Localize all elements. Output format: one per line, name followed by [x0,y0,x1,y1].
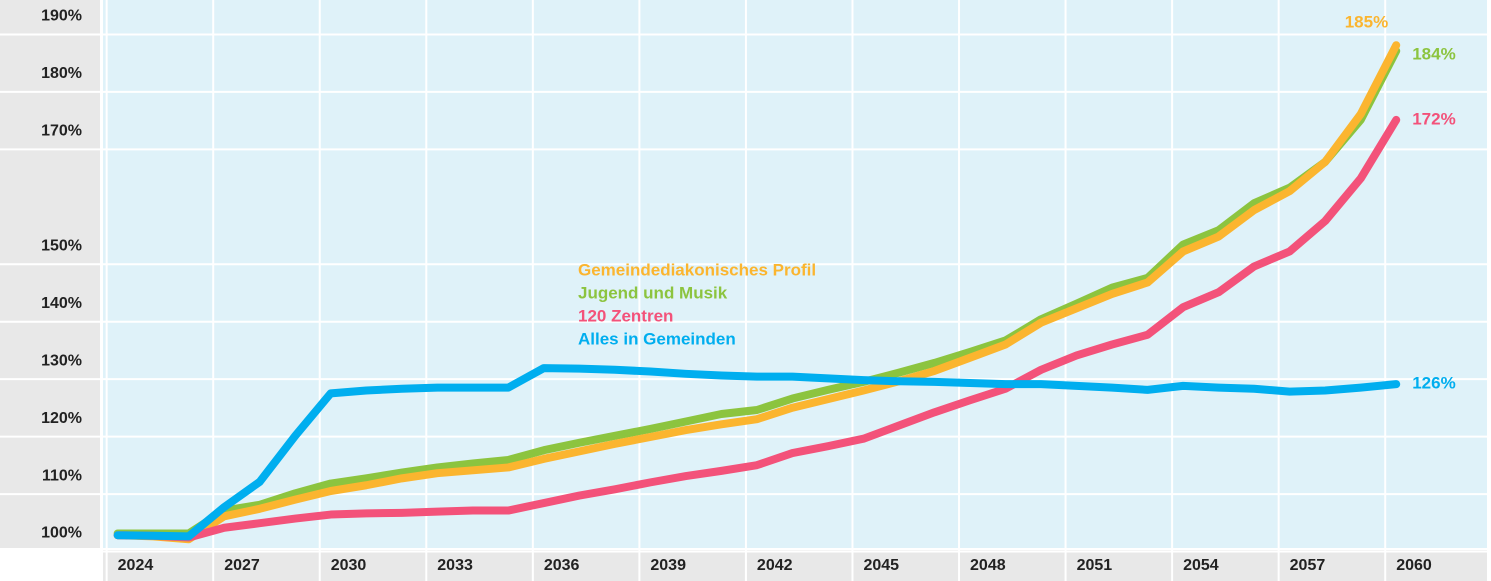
x-axis-band [103,550,1487,581]
y-tick-label: 190% [41,8,82,25]
legend-entry: Gemeindediakonisches Profil [578,260,816,279]
y-tick-label: 130% [41,352,82,369]
legend-entry: Alles in Gemeinden [578,329,736,348]
x-tick-label: 2042 [757,557,793,574]
y-tick-label: 170% [41,123,82,140]
end-label: 126% [1412,374,1455,393]
x-tick-label: 2057 [1290,557,1326,574]
y-tick-label: 140% [41,295,82,312]
series-line [113,41,1401,544]
y-tick-label: 150% [41,237,82,254]
y-tick-label: 180% [41,65,82,82]
series-line [113,46,1401,538]
legend-entry: Jugend und Musik [578,283,728,302]
x-tick-label: 2051 [1077,557,1113,574]
x-tick-label: 2024 [118,557,154,574]
x-tick-label: 2048 [970,557,1006,574]
series-line [113,115,1401,542]
y-tick-label: 110% [42,467,82,484]
x-tick-label: 2036 [544,557,580,574]
x-tick-label: 2045 [863,557,899,574]
y-tick-label: 120% [41,410,82,427]
series-line [113,364,1401,541]
x-tick-label: 2060 [1396,557,1432,574]
y-axis-band [0,0,100,548]
x-tick-label: 2027 [224,557,260,574]
y-tick-label: 100% [41,525,82,542]
end-label: 185% [1345,13,1388,32]
x-tick-label: 2039 [650,557,686,574]
x-tick-label: 2054 [1183,557,1219,574]
end-label: 172% [1412,109,1455,128]
x-tick-label: 2033 [437,557,473,574]
end-label: 184% [1412,44,1455,63]
legend-entry: 120 Zentren [578,306,673,325]
x-tick-label: 2030 [331,557,367,574]
